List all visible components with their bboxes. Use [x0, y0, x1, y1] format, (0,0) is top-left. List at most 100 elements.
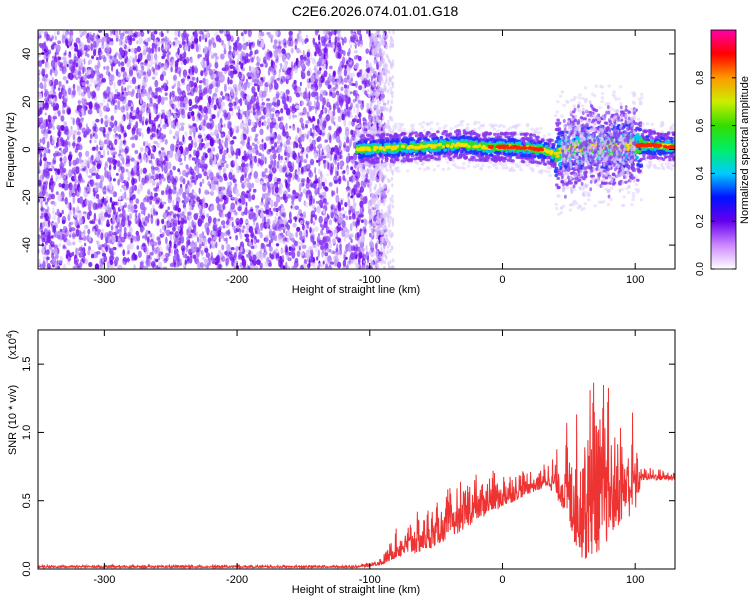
noise-speckle [73, 173, 77, 181]
noise-speckle [217, 230, 222, 236]
noise-speckle [348, 176, 352, 182]
noise-speckle [148, 159, 153, 164]
noise-speckle [137, 84, 140, 90]
noise-speckle [161, 32, 164, 37]
noise-speckle [305, 34, 309, 38]
noise-speckle [353, 105, 356, 114]
noise-speckle [346, 189, 349, 193]
noise-speckle [171, 93, 175, 98]
noise-speckle [188, 154, 192, 161]
noise-speckle [66, 105, 69, 109]
noise-speckle [272, 132, 275, 137]
noise-speckle [96, 174, 101, 180]
noise-speckle [235, 234, 239, 241]
noise-speckle [107, 170, 112, 179]
noise-speckle [40, 207, 45, 212]
noise-speckle [242, 258, 247, 268]
noise-speckle [193, 136, 197, 142]
noise-speckle [219, 71, 224, 79]
noise-speckle [69, 72, 74, 81]
noise-speckle [344, 250, 347, 255]
noise-speckle [341, 113, 346, 121]
noise-speckle [109, 55, 113, 60]
noise-speckle [294, 91, 299, 95]
noise-speckle [145, 259, 151, 267]
noise-speckle [93, 182, 98, 187]
noise-speckle [353, 55, 358, 60]
noise-speckle [206, 175, 209, 181]
noise-speckle [223, 30, 227, 35]
noise-speckle [123, 226, 127, 233]
noise-speckle [218, 165, 222, 171]
noise-speckle [210, 251, 213, 260]
noise-speckle [310, 182, 313, 188]
noise-speckle [95, 103, 100, 111]
noise-speckle [78, 122, 83, 128]
noise-speckle [107, 150, 110, 156]
noise-speckle [295, 134, 298, 143]
noise-speckle [62, 235, 67, 243]
noise-speckle [52, 207, 55, 215]
noise-speckle [230, 202, 236, 210]
noise-speckle [172, 41, 176, 46]
noise-speckle [99, 264, 104, 269]
noise-speckle [161, 251, 164, 255]
noise-speckle [327, 109, 330, 114]
noise-speckle [140, 97, 143, 105]
noise-speckle [170, 66, 173, 73]
noise-speckle [70, 116, 73, 120]
noise-speckle [97, 229, 100, 236]
noise-speckle [228, 45, 232, 51]
noise-speckle [280, 206, 285, 213]
noise-speckle [136, 127, 139, 136]
noise-speckle [352, 195, 356, 204]
noise-speckle [242, 42, 247, 51]
noise-speckle [308, 246, 314, 251]
noise-speckle [208, 95, 212, 105]
noise-speckle [135, 198, 140, 205]
noise-speckle [250, 95, 256, 104]
noise-speckle [314, 244, 318, 253]
noise-speckle [198, 113, 203, 121]
noise-speckle [264, 156, 267, 165]
noise-speckle [66, 260, 71, 266]
noise-speckle [243, 30, 248, 35]
noise-speckle [291, 196, 296, 200]
noise-speckle [321, 249, 327, 254]
noise-speckle [129, 186, 134, 195]
noise-speckle [278, 72, 281, 80]
noise-speckle [196, 115, 199, 123]
noise-speckle [314, 226, 319, 232]
noise-speckle [154, 134, 159, 138]
noise-speckle [175, 140, 180, 146]
noise-speckle [350, 166, 354, 171]
noise-speckle [354, 232, 360, 241]
noise-speckle [134, 159, 137, 167]
noise-speckle [180, 122, 185, 126]
noise-speckle [345, 215, 349, 221]
noise-speckle [111, 64, 114, 72]
noise-speckle [111, 235, 117, 244]
noise-speckle [280, 196, 283, 200]
noise-speckle [290, 205, 293, 209]
noise-speckle [143, 141, 146, 147]
noise-speckle [243, 82, 247, 91]
noise-speckle [281, 53, 286, 62]
noise-speckle [296, 170, 301, 176]
noise-speckle [322, 260, 325, 265]
noise-speckle [117, 79, 122, 86]
noise-speckle [156, 264, 159, 269]
noise-speckle [67, 108, 71, 115]
noise-speckle [205, 107, 208, 115]
noise-speckle [108, 71, 111, 77]
noise-speckle [99, 126, 104, 132]
noise-speckle [234, 62, 238, 70]
noise-speckle [104, 232, 109, 240]
noise-speckle [188, 135, 193, 141]
noise-speckle [180, 183, 183, 188]
noise-speckle [318, 143, 323, 149]
noise-speckle [355, 210, 360, 216]
noise-speckle [103, 105, 108, 112]
noise-speckle [110, 115, 115, 121]
noise-speckle [101, 43, 105, 50]
